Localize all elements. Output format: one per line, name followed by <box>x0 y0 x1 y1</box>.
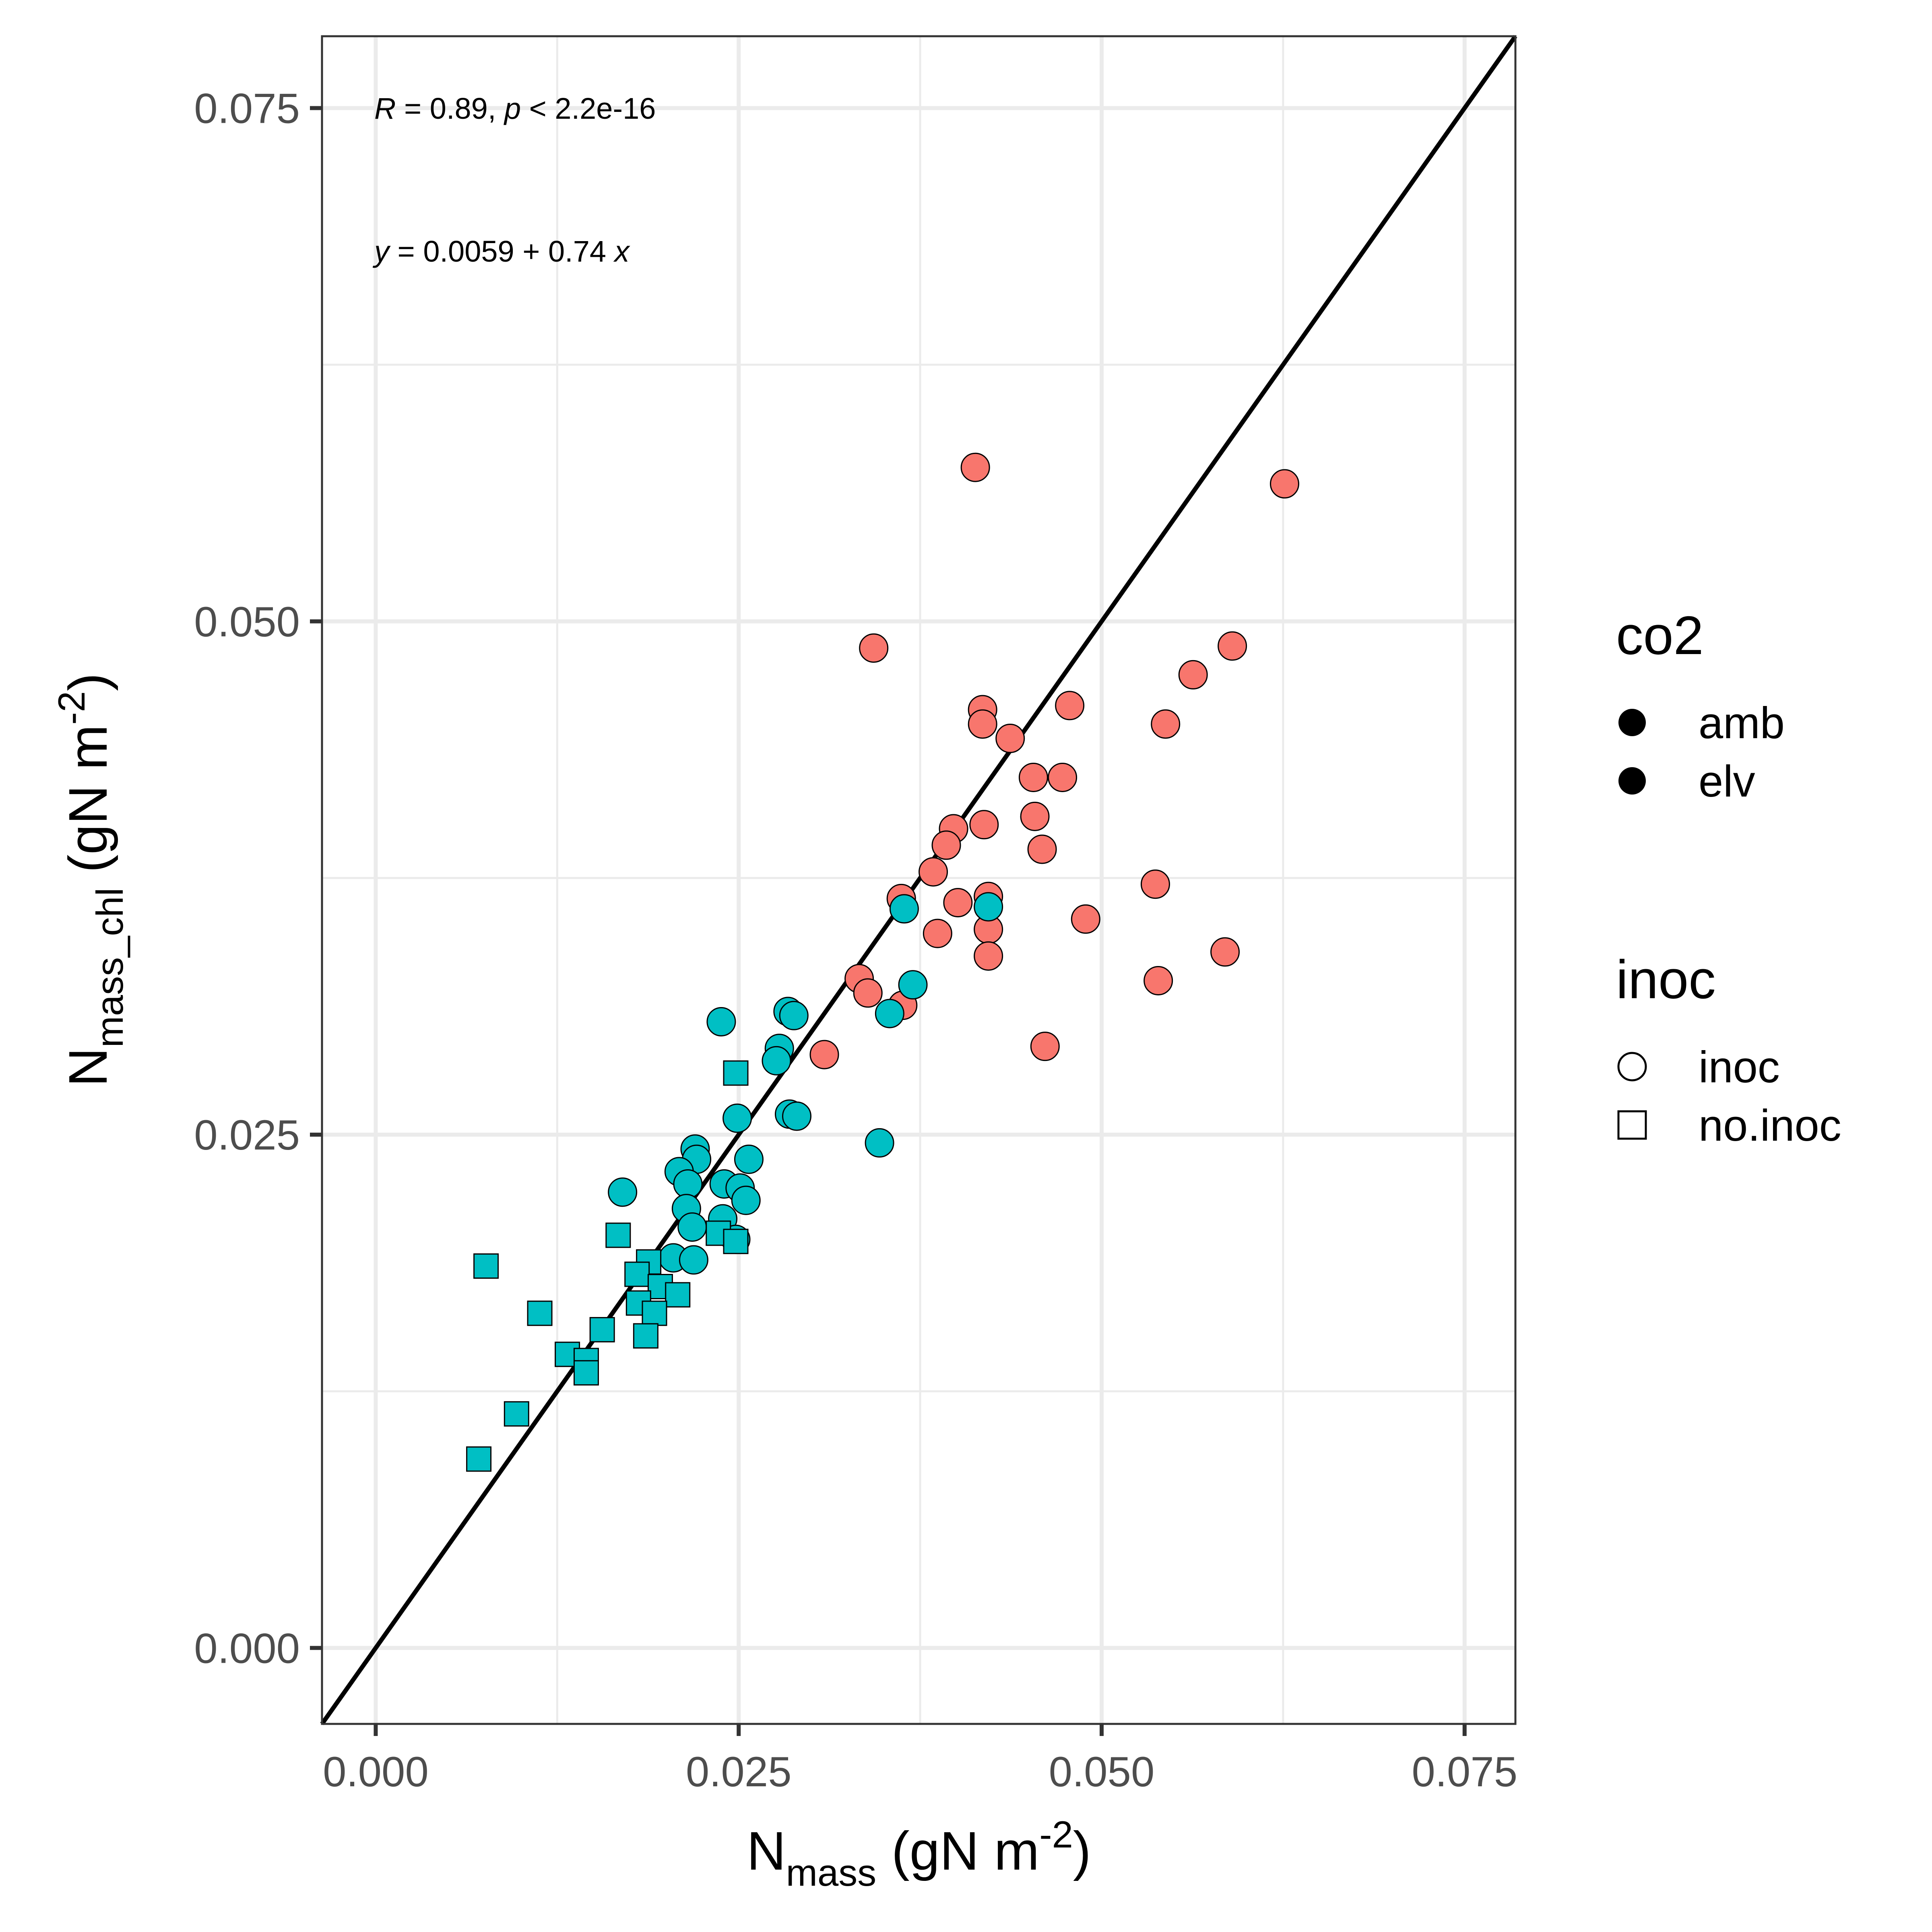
point-amb-inoc-16 <box>1027 834 1057 864</box>
x-tick-label-3: 0.075 <box>1412 1748 1517 1796</box>
point-elv-inoc-6 <box>706 1007 736 1036</box>
point-elv-inoc-2 <box>898 970 928 1000</box>
point-elv-inoc-12 <box>865 1128 894 1158</box>
point-amb-inoc-32 <box>1030 1032 1060 1061</box>
point-elv-no.inoc-10 <box>642 1300 667 1326</box>
point-elv-no.inoc-8 <box>665 1282 691 1308</box>
legend-key-inoc <box>1617 1052 1647 1082</box>
point-elv-inoc-0 <box>889 894 919 924</box>
point-amb-inoc-25 <box>974 941 1003 971</box>
point-elv-no.inoc-11 <box>527 1300 553 1326</box>
point-elv-inoc-8 <box>762 1046 791 1075</box>
panel-border <box>321 35 1517 1725</box>
point-elv-no.inoc-4 <box>473 1253 499 1279</box>
y-tick-label-2: 0.050 <box>194 599 300 646</box>
point-amb-inoc-4 <box>1178 660 1208 689</box>
legend-label-elv: elv <box>1699 757 1755 806</box>
point-elv-inoc-17 <box>673 1169 703 1199</box>
point-amb-inoc-1 <box>1269 469 1299 499</box>
point-amb-inoc-8 <box>1151 709 1181 739</box>
point-elv-no.inoc-0 <box>723 1060 749 1086</box>
point-amb-inoc-11 <box>1048 762 1077 792</box>
identity-line <box>320 35 1517 1726</box>
legend-label-no-inoc: no.inoc <box>1699 1101 1841 1150</box>
point-amb-inoc-17 <box>919 857 948 887</box>
point-elv-inoc-11 <box>722 1103 752 1133</box>
equation-annotation: y = 0.0059 + 0.74 x <box>372 235 631 268</box>
legend-key-elv <box>1618 767 1646 795</box>
axes: 0.000 0.025 0.050 0.075 0.000 0.025 0.050 0.075 <box>194 85 1517 1796</box>
point-elv-inoc-3 <box>875 999 904 1028</box>
legend-label-amb: amb <box>1699 698 1785 748</box>
point-amb-inoc-0 <box>960 452 990 482</box>
point-elv-inoc-5 <box>779 1001 809 1030</box>
point-elv-inoc-20 <box>608 1177 638 1207</box>
point-elv-inoc-10 <box>782 1101 812 1131</box>
point-elv-no.inoc-3 <box>723 1228 749 1254</box>
x-tick-label-2: 0.050 <box>1049 1748 1155 1796</box>
x-tick-label-0: 0.000 <box>323 1748 429 1796</box>
point-amb-inoc-14 <box>969 810 999 840</box>
point-elv-no.inoc-12 <box>589 1317 615 1343</box>
point-amb-inoc-28 <box>853 978 883 1008</box>
data-points <box>466 452 1299 1472</box>
point-elv-no.inoc-13 <box>633 1323 658 1349</box>
legend: co2 amb elv inoc inoc no.inoc <box>1616 605 1841 1150</box>
point-amb-inoc-31 <box>809 1040 839 1069</box>
legend-key-no-inoc <box>1617 1110 1647 1140</box>
point-elv-inoc-1 <box>974 892 1003 922</box>
point-amb-inoc-12 <box>1020 801 1050 831</box>
point-elv-no.inoc-6 <box>624 1261 650 1287</box>
point-elv-inoc-27 <box>679 1245 708 1275</box>
y-axis-title: Nmass_chl (gN m-2) <box>50 673 131 1087</box>
point-amb-inoc-29 <box>1144 966 1173 995</box>
y-tick-label-0: 0.000 <box>194 1625 300 1672</box>
point-elv-no.inoc-18 <box>466 1446 492 1472</box>
point-elv-no.inoc-16 <box>573 1360 599 1386</box>
grid-lines <box>322 36 1515 1724</box>
point-amb-inoc-19 <box>943 888 973 918</box>
point-elv-no.inoc-1 <box>605 1222 631 1248</box>
legend-label-inoc: inoc <box>1699 1042 1780 1092</box>
point-amb-inoc-9 <box>995 724 1025 753</box>
y-tick-label-3: 0.075 <box>194 85 300 132</box>
point-amb-inoc-5 <box>1055 691 1085 720</box>
point-amb-inoc-22 <box>1071 904 1100 934</box>
stat-annotation: R = 0.89, p < 2.2e-16 <box>374 92 656 125</box>
point-amb-inoc-15 <box>931 830 961 860</box>
point-amb-inoc-23 <box>923 919 952 948</box>
x-tick-label-1: 0.025 <box>686 1748 792 1796</box>
legend-title-inoc: inoc <box>1616 949 1716 1010</box>
point-amb-inoc-10 <box>1018 762 1048 792</box>
point-elv-inoc-24 <box>677 1212 707 1242</box>
point-elv-no.inoc-17 <box>504 1401 529 1427</box>
point-amb-inoc-21 <box>1140 869 1170 899</box>
identity-line-group <box>320 35 1517 1726</box>
y-tick-label-1: 0.025 <box>194 1112 300 1159</box>
legend-title-co2: co2 <box>1616 605 1704 666</box>
point-amb-inoc-2 <box>859 633 889 663</box>
point-elv-inoc-15 <box>734 1144 764 1174</box>
point-elv-inoc-21 <box>731 1185 761 1215</box>
point-amb-inoc-7 <box>968 709 997 739</box>
point-amb-inoc-26 <box>1210 937 1240 967</box>
x-axis-title: Nmass (gN m-2) <box>747 1813 1091 1894</box>
legend-key-amb <box>1618 709 1646 736</box>
point-amb-inoc-3 <box>1218 631 1247 661</box>
